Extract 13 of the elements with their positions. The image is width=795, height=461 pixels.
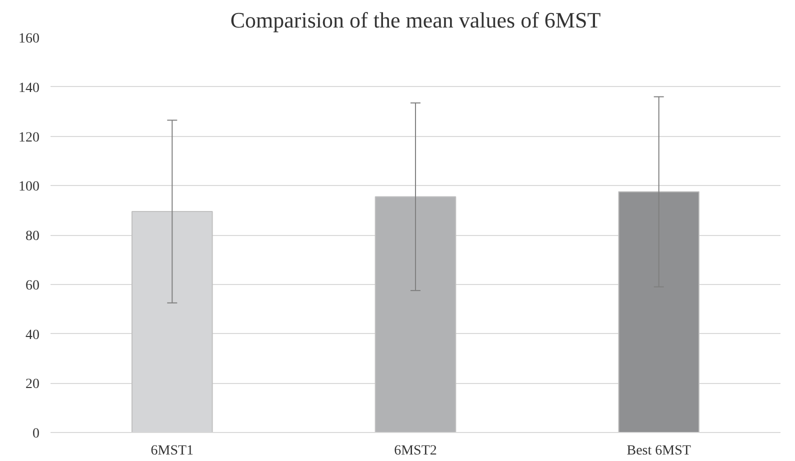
x-tick-label: 6MST2 [394,444,437,458]
y-tick-label: 120 [18,130,40,146]
y-tick-label: 80 [26,229,40,244]
y-tick-label: 60 [26,278,40,294]
y-tick-label: 0 [32,426,40,442]
y-tick-label: 20 [26,377,40,392]
y-tick-label: 100 [18,180,40,195]
y-tick-label: 160 [18,32,40,46]
y-tick-label: 40 [26,328,40,343]
chart-title: Comparision of the mean values of 6MST [230,8,602,32]
x-tick-label: 6MST1 [150,444,194,458]
y-tick-label: 140 [18,80,40,96]
x-tick-label: Best 6MST [626,444,692,458]
